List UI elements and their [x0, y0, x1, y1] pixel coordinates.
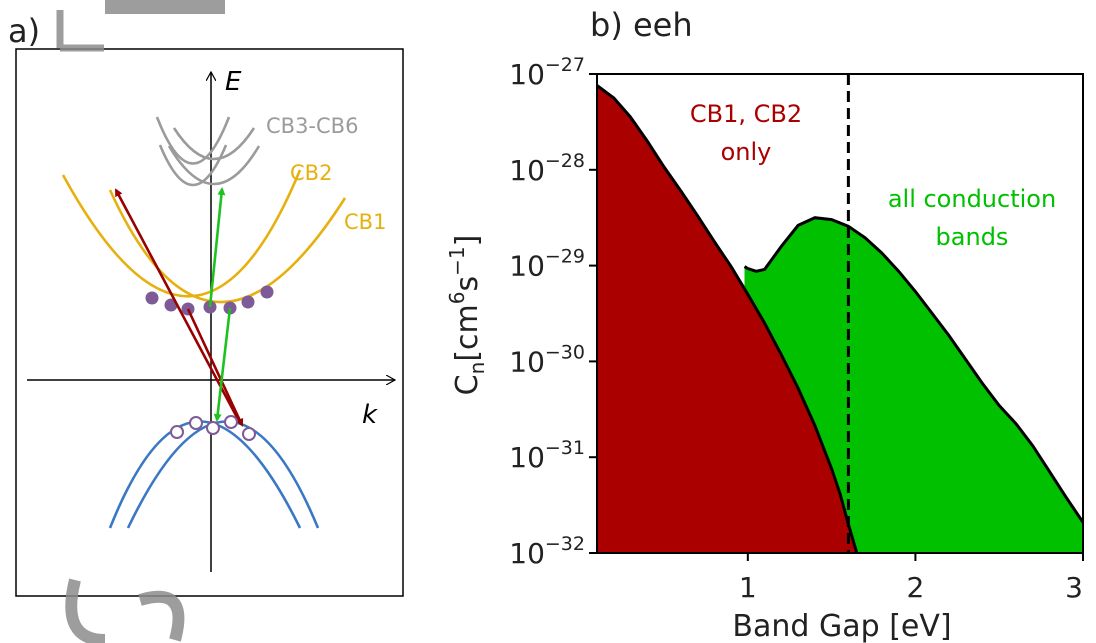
y-label-exp2: −1 — [445, 246, 469, 275]
x-tick-label: 1 — [739, 571, 757, 604]
hole — [224, 415, 238, 429]
green-transition-arrow-down — [213, 307, 232, 422]
y-axis-ticks: 10−27 10−28 10−29 10−30 10−31 10−32 — [509, 54, 597, 570]
x-axis-ticks: 1 2 3 — [739, 553, 1084, 604]
x-axis-label: Band Gap [eV] — [732, 609, 951, 643]
band-cb4 — [158, 144, 228, 187]
electrons — [145, 285, 274, 316]
panel-b-label: b) eeh — [590, 6, 693, 44]
label-cb2: CB2 — [290, 161, 332, 185]
y-label-mid: s — [450, 276, 485, 292]
annotation-cb1-cb2-line1: CB1, CB2 — [690, 100, 802, 128]
watermark-glyphs — [56, 0, 225, 643]
panel-a-frame — [15, 48, 404, 597]
label-cb1: CB1 — [344, 210, 386, 234]
y-tick-label: 10−27 — [509, 54, 585, 91]
watermark-bottom-glyph — [65, 578, 185, 643]
panel-a: a) E k — [8, 12, 404, 597]
band-cb1 — [108, 189, 347, 304]
valence-band-2 — [126, 420, 320, 529]
hole — [189, 416, 203, 430]
k-axis-label: k — [362, 400, 378, 430]
electron — [260, 285, 274, 299]
y-tick-label: 10−30 — [509, 341, 585, 378]
band-cb5 — [167, 145, 261, 186]
holes — [170, 415, 256, 441]
plot-area — [596, 74, 1085, 554]
hole — [170, 425, 184, 439]
watermark-top-bar — [105, 0, 225, 14]
annotation-all-bands-line2: bands — [936, 223, 1009, 251]
hole — [242, 427, 256, 441]
svg-text:Cn[cm6s−1]: Cn[cm6s−1] — [445, 235, 489, 396]
annotation-all-bands-line1: all conduction — [888, 185, 1056, 213]
watermark-top-corner — [56, 10, 104, 52]
y-tick-label: 10−31 — [509, 437, 585, 474]
hole — [206, 421, 220, 435]
red-transition-arrow-down — [186, 308, 244, 427]
annotation-cb1-cb2-line2: only — [721, 138, 772, 166]
red-transition-arrow-up — [114, 188, 242, 424]
series-cb1-cb2-line — [596, 84, 859, 554]
y-label-sub: n — [465, 362, 489, 375]
y-axis-label: Cn[cm6s−1] — [445, 235, 489, 396]
band-cb2 — [61, 169, 302, 298]
series-all-conduction-bands-line — [743, 216, 1085, 524]
valence-band-1 — [108, 420, 302, 529]
series-cb1-cb2-area — [597, 85, 857, 553]
panel-b: b) eeh 10−27 10−28 10−29 10−30 10−31 10−32 1 2… — [445, 6, 1085, 643]
y-label-exp1: 6 — [445, 292, 469, 305]
electron — [145, 291, 159, 305]
electron — [241, 295, 255, 309]
panel-a-label: a) — [8, 12, 40, 50]
y-tick-label: 10−28 — [509, 150, 585, 187]
x-tick-label: 3 — [1065, 571, 1083, 604]
label-cb3-cb6: CB3-CB6 — [266, 114, 358, 138]
y-label-base: C — [450, 374, 485, 395]
green-transition-arrow-up — [208, 187, 226, 308]
y-tick-label: 10−29 — [509, 246, 585, 283]
band-cb6 — [172, 127, 256, 161]
energy-axis-label: E — [225, 67, 242, 97]
y-label-end: ] — [450, 235, 485, 247]
plot-frame — [596, 73, 1084, 554]
y-tick-label: 10−32 — [509, 533, 585, 570]
y-label-unit: [cm — [450, 304, 485, 361]
band-cb3 — [155, 116, 231, 165]
x-tick-label: 2 — [906, 571, 924, 604]
